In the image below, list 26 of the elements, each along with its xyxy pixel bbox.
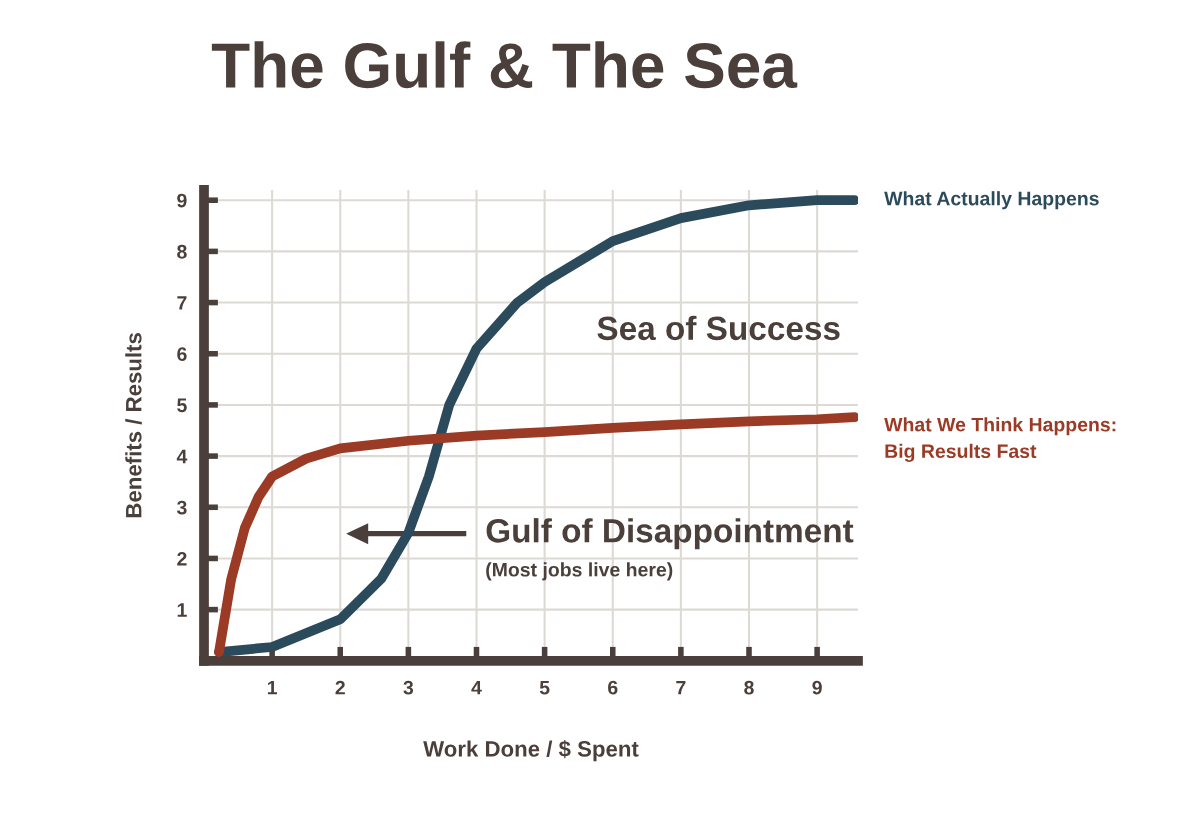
x-tick-label: 4: [471, 680, 482, 695]
annotation: (Most jobs live here): [486, 562, 673, 581]
x-tick-label: 2: [335, 680, 345, 695]
x-tick-label: 5: [539, 680, 550, 695]
x-tick-label: 1: [267, 680, 277, 695]
y-tick-label: 1: [177, 603, 187, 617]
y-tick-label: 2: [177, 551, 187, 566]
series-label: What Actually Happens: [884, 191, 1099, 210]
y-tick-label: 8: [177, 244, 187, 259]
x-tick-label: 9: [812, 680, 822, 695]
x-tick-label: 6: [608, 680, 618, 695]
annotation: Gulf of Disappointment: [486, 518, 854, 550]
series-label: What We Think Happens: Big Results Fast: [884, 417, 1116, 462]
y-tick-label: 6: [177, 347, 187, 361]
annotation: Sea of Success: [597, 315, 840, 341]
x-tick-label: 7: [676, 680, 686, 695]
x-tick-label: 3: [403, 680, 414, 695]
y-tick-label: 4: [176, 449, 188, 464]
y-tick-label: 7: [177, 296, 187, 310]
chart-title: The Gulf & The Sea: [211, 41, 798, 89]
x-axis-title: Work Done / $ Spent: [423, 740, 639, 762]
y-tick-label: 9: [177, 193, 187, 208]
y-axis-title: Benefits / Results: [125, 333, 142, 518]
y-tick-label: 3: [176, 500, 187, 515]
x-tick-label: 8: [744, 680, 754, 695]
y-tick-label: 5: [177, 398, 187, 413]
